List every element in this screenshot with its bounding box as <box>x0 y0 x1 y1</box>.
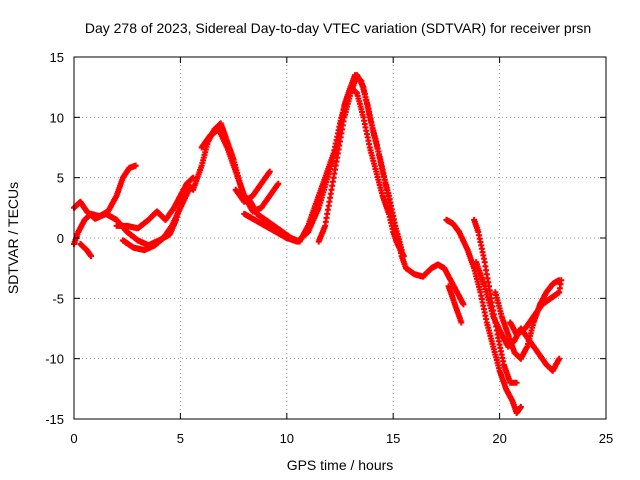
y-tick-label: -5 <box>52 291 64 306</box>
chart-title: Day 278 of 2023, Sidereal Day-to-day VTE… <box>85 20 591 36</box>
y-tick-labels: 15 10 5 0 -5 -10 -15 <box>45 50 64 427</box>
x-tick-label: 10 <box>280 431 294 446</box>
y-axis-label: SDTVAR / TECUs <box>5 182 21 294</box>
data-marks <box>71 72 565 416</box>
x-tick-label: 5 <box>177 431 184 446</box>
y-tick-label: -15 <box>45 412 64 427</box>
series-marks-trace-f <box>198 126 282 215</box>
series-marks-trace-d <box>113 174 197 232</box>
series-marks-trace-n <box>492 277 563 362</box>
series-marks-trace-i <box>315 72 405 254</box>
series-marks-trace-g <box>232 168 273 205</box>
y-tick-label: 15 <box>50 50 64 65</box>
x-tick-labels: 0 5 10 15 20 25 <box>70 431 613 446</box>
x-tick-label: 25 <box>599 431 613 446</box>
grid-lines <box>74 57 606 419</box>
x-tick-label: 0 <box>70 431 77 446</box>
y-tick-label: 0 <box>57 231 64 246</box>
y-tick-label: 10 <box>50 110 64 125</box>
series-marks-trace-a <box>71 72 467 308</box>
series-marks-trace-c <box>77 241 94 260</box>
x-tick-label: 20 <box>492 431 506 446</box>
x-tick-label: 15 <box>386 431 400 446</box>
series-marks-trace-e <box>119 186 192 254</box>
series-marks-trace-j <box>443 216 524 416</box>
y-tick-label: -10 <box>45 352 64 367</box>
y-tick-label: 5 <box>57 171 64 186</box>
series-marks-trace-k <box>445 283 465 326</box>
axis-ticks <box>73 56 607 420</box>
x-axis-label: GPS time / hours <box>287 457 394 473</box>
series-marks-trace-o <box>507 277 565 338</box>
